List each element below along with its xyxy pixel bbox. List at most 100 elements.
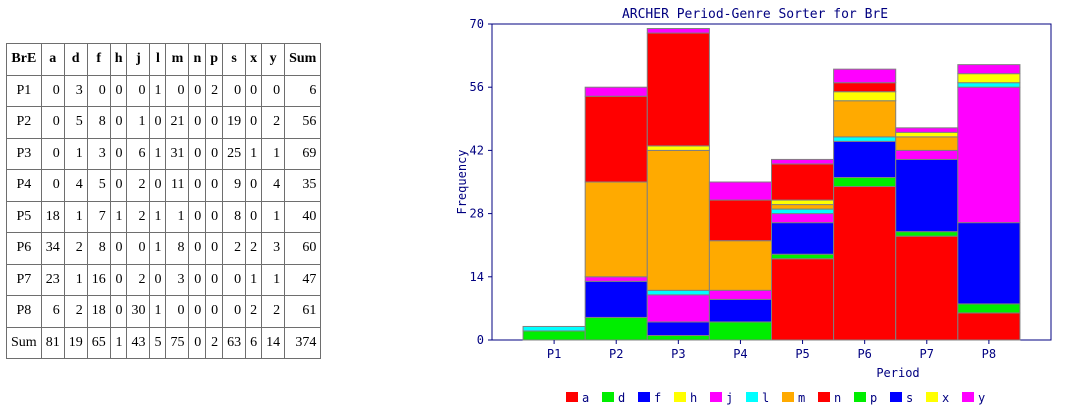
y-axis: 0 14 28 42 56 70 [470, 17, 492, 347]
table-cell: 2 [63, 232, 88, 265]
bar-segment-p4-j [708, 289, 772, 300]
table-cell: 0 [165, 74, 190, 107]
table-cell: 0 [109, 169, 128, 202]
table-row: P7 23 1 16 0 2 0 3 0 0 0 1 1 47 [6, 263, 322, 296]
bar-segment-p6-n [833, 82, 897, 93]
table-cell: 1 [149, 74, 167, 107]
frequency-table-container: BrE a d f h j l m n p s x y Sum P1 0 3 0 0 0 1 0 0 2 0 0 0 6 P2 0 5 8 0… [6, 43, 322, 359]
column-header-y: y [261, 43, 286, 76]
table-cell: 0 [126, 232, 151, 265]
bar-segment-p6-p [833, 176, 897, 188]
bar-segment-p8-j [957, 86, 1021, 224]
table-cell: 1 [261, 137, 286, 170]
bar-segment-p3-p [646, 334, 710, 341]
legend-label-n: n [834, 391, 841, 405]
column-header-l: l [149, 43, 167, 76]
table-cell: 25 [222, 137, 247, 170]
table-cell: 18 [86, 295, 111, 328]
row-header: P2 [6, 106, 42, 139]
bar-segment-p4-s [708, 298, 772, 323]
row-header: P4 [6, 169, 42, 202]
row-header: P1 [6, 74, 42, 107]
table-cell: 0 [222, 74, 247, 107]
table-cell: 5 [63, 106, 88, 139]
table-cell: 31 [165, 137, 190, 170]
table-cell: 1 [261, 263, 286, 296]
table-cell: 0 [86, 74, 111, 107]
table-cell: 8 [165, 232, 190, 265]
table-cell: 1 [149, 295, 167, 328]
table-cell: 0 [188, 326, 207, 359]
table-cell: 7 [86, 200, 111, 233]
table-cell: 5 [149, 326, 167, 359]
bar-segment-p2-y [584, 86, 648, 97]
table-cell: 9 [222, 169, 247, 202]
bar-segment-p5-s [771, 222, 835, 255]
stacked-bar-chart: ARCHER Period-Genre Sorter for BrE 0 14 28… [455, 7, 1052, 405]
y-tick-label: 70 [470, 17, 484, 31]
table-cell: 0 [188, 169, 207, 202]
bar-segment-p4-y [708, 181, 772, 201]
bar-segment-p8-x [957, 73, 1021, 84]
table-cell: 4 [63, 169, 88, 202]
table-cell: 0 [109, 74, 128, 107]
legend-swatch-y [962, 392, 974, 402]
y-tick-label: 42 [470, 143, 484, 157]
table-cell: 0 [126, 74, 151, 107]
table-cell: 6 [40, 295, 65, 328]
x-axis: P1 P2 P3 P4 P5 P6 P7 P8 [547, 340, 996, 361]
bar-segment-p6-y [833, 68, 897, 84]
table-cell: 0 [149, 169, 167, 202]
bar-stacks [522, 28, 1021, 341]
table-row: P1 0 3 0 0 0 1 0 0 2 0 0 0 6 [6, 74, 322, 107]
table-cell: 1 [149, 137, 167, 170]
bar-segment-p3-y [646, 28, 710, 34]
table-header-row: BrE a d f h j l m n p s x y Sum [6, 43, 322, 76]
table-cell: 0 [205, 106, 224, 139]
row-header: P5 [6, 200, 42, 233]
table-cell: 3 [261, 232, 286, 265]
legend-label-l: l [762, 391, 769, 405]
x-tick-label-p8: P8 [982, 347, 996, 361]
table-cell: 0 [205, 200, 224, 233]
table-cell: 0 [149, 106, 167, 139]
x-tick-label-p7: P7 [920, 347, 934, 361]
bar-segment-p4-m [708, 240, 772, 291]
y-tick-label: 0 [477, 333, 484, 347]
table-cell: 0 [205, 137, 224, 170]
table-cell: 8 [222, 200, 247, 233]
legend-label-f: f [654, 391, 661, 405]
column-header-n: n [188, 43, 207, 76]
table-cell: 0 [188, 263, 207, 296]
bar-segment-p5-j [771, 213, 835, 224]
table-cell: 0 [245, 106, 263, 139]
table-cell: 19 [63, 326, 88, 359]
legend-swatch-m [782, 392, 794, 402]
table-cell: 0 [109, 295, 128, 328]
legend-label-j: j [726, 391, 733, 405]
table-row: P6 34 2 8 0 0 1 8 0 0 2 2 3 60 [6, 232, 322, 265]
table-cell: 0 [245, 169, 263, 202]
legend-label-s: s [906, 391, 913, 405]
table-cell: 0 [40, 169, 65, 202]
table-cell: 1 [149, 200, 167, 233]
x-tick-label-p6: P6 [857, 347, 871, 361]
frequency-table: BrE a d f h j l m n p s x y Sum P1 0 3 0 0 0 1 0 0 2 0 0 0 6 P2 0 5 8 0… [6, 43, 322, 359]
table-cell: 6 [284, 74, 322, 107]
table-cell: 1 [109, 326, 128, 359]
table-cell: 47 [284, 263, 322, 296]
table-cell: 65 [86, 326, 111, 359]
table-cell: 2 [126, 169, 151, 202]
table-cell: 75 [165, 326, 190, 359]
row-header: P6 [6, 232, 42, 265]
legend-swatch-f [638, 392, 650, 402]
table-cell: 11 [165, 169, 190, 202]
table-cell: 0 [245, 200, 263, 233]
table-cell: 30 [126, 295, 151, 328]
y-tick-label: 56 [470, 80, 484, 94]
bar-segment-p8-p [957, 303, 1021, 314]
table-cell: 2 [205, 326, 224, 359]
table-cell: 0 [40, 106, 65, 139]
bar-segment-p8-y [957, 64, 1021, 75]
bar-segment-p7-x [895, 131, 959, 138]
